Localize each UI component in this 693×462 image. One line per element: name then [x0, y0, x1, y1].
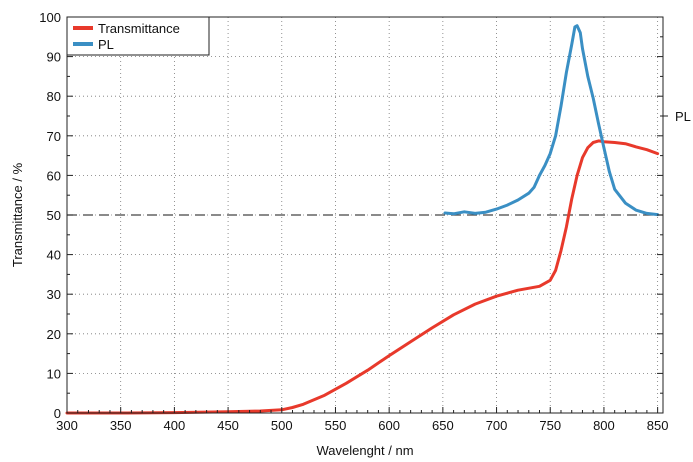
- x-tick-label: 800: [593, 418, 615, 433]
- legend-box: [66, 16, 210, 56]
- y-axis-label: Transmittance / %: [10, 162, 25, 267]
- x-tick-label: 300: [56, 418, 78, 433]
- y-tick-label: 60: [47, 168, 61, 183]
- y-tick-label: 40: [47, 248, 61, 263]
- x-tick-label: 450: [217, 418, 239, 433]
- x-tick-label: 500: [271, 418, 293, 433]
- legend: Transmittance PL: [66, 16, 210, 56]
- y-tick-label: 50: [47, 208, 61, 223]
- legend-label-transmittance: Transmittance: [98, 21, 180, 36]
- y-tick-label: 10: [47, 366, 61, 381]
- y-tick-label: 100: [39, 10, 61, 25]
- series-line-transmittance: [65, 139, 660, 415]
- y-tick-label: 90: [47, 50, 61, 65]
- x-tick-label: 700: [486, 418, 508, 433]
- y-axis: 0 10 20 30 40 50 60 70 80 90 100: [39, 10, 668, 421]
- y-tick-label: 80: [47, 89, 61, 104]
- right-axis-label: PL: [675, 109, 691, 124]
- y-tick-label: 0: [54, 406, 61, 421]
- x-tick-label: 650: [432, 418, 454, 433]
- x-tick-label: 400: [164, 418, 186, 433]
- legend-label-pl: PL: [98, 37, 114, 52]
- x-tick-label: 750: [539, 418, 561, 433]
- x-tick-label: 850: [647, 418, 669, 433]
- series-line-pl: [443, 24, 660, 217]
- y-tick-label: 30: [47, 287, 61, 302]
- x-axis: 300 350 400 450 500 550 600 650 700 750 800 850: [56, 407, 668, 433]
- y-tick-label: 20: [47, 327, 61, 342]
- series-group: [65, 24, 660, 415]
- y-tick-label: 70: [47, 129, 61, 144]
- x-axis-label: Wavelenght / nm: [316, 443, 413, 458]
- x-tick-label: 350: [110, 418, 132, 433]
- x-tick-label: 550: [325, 418, 347, 433]
- x-tick-label: 600: [378, 418, 400, 433]
